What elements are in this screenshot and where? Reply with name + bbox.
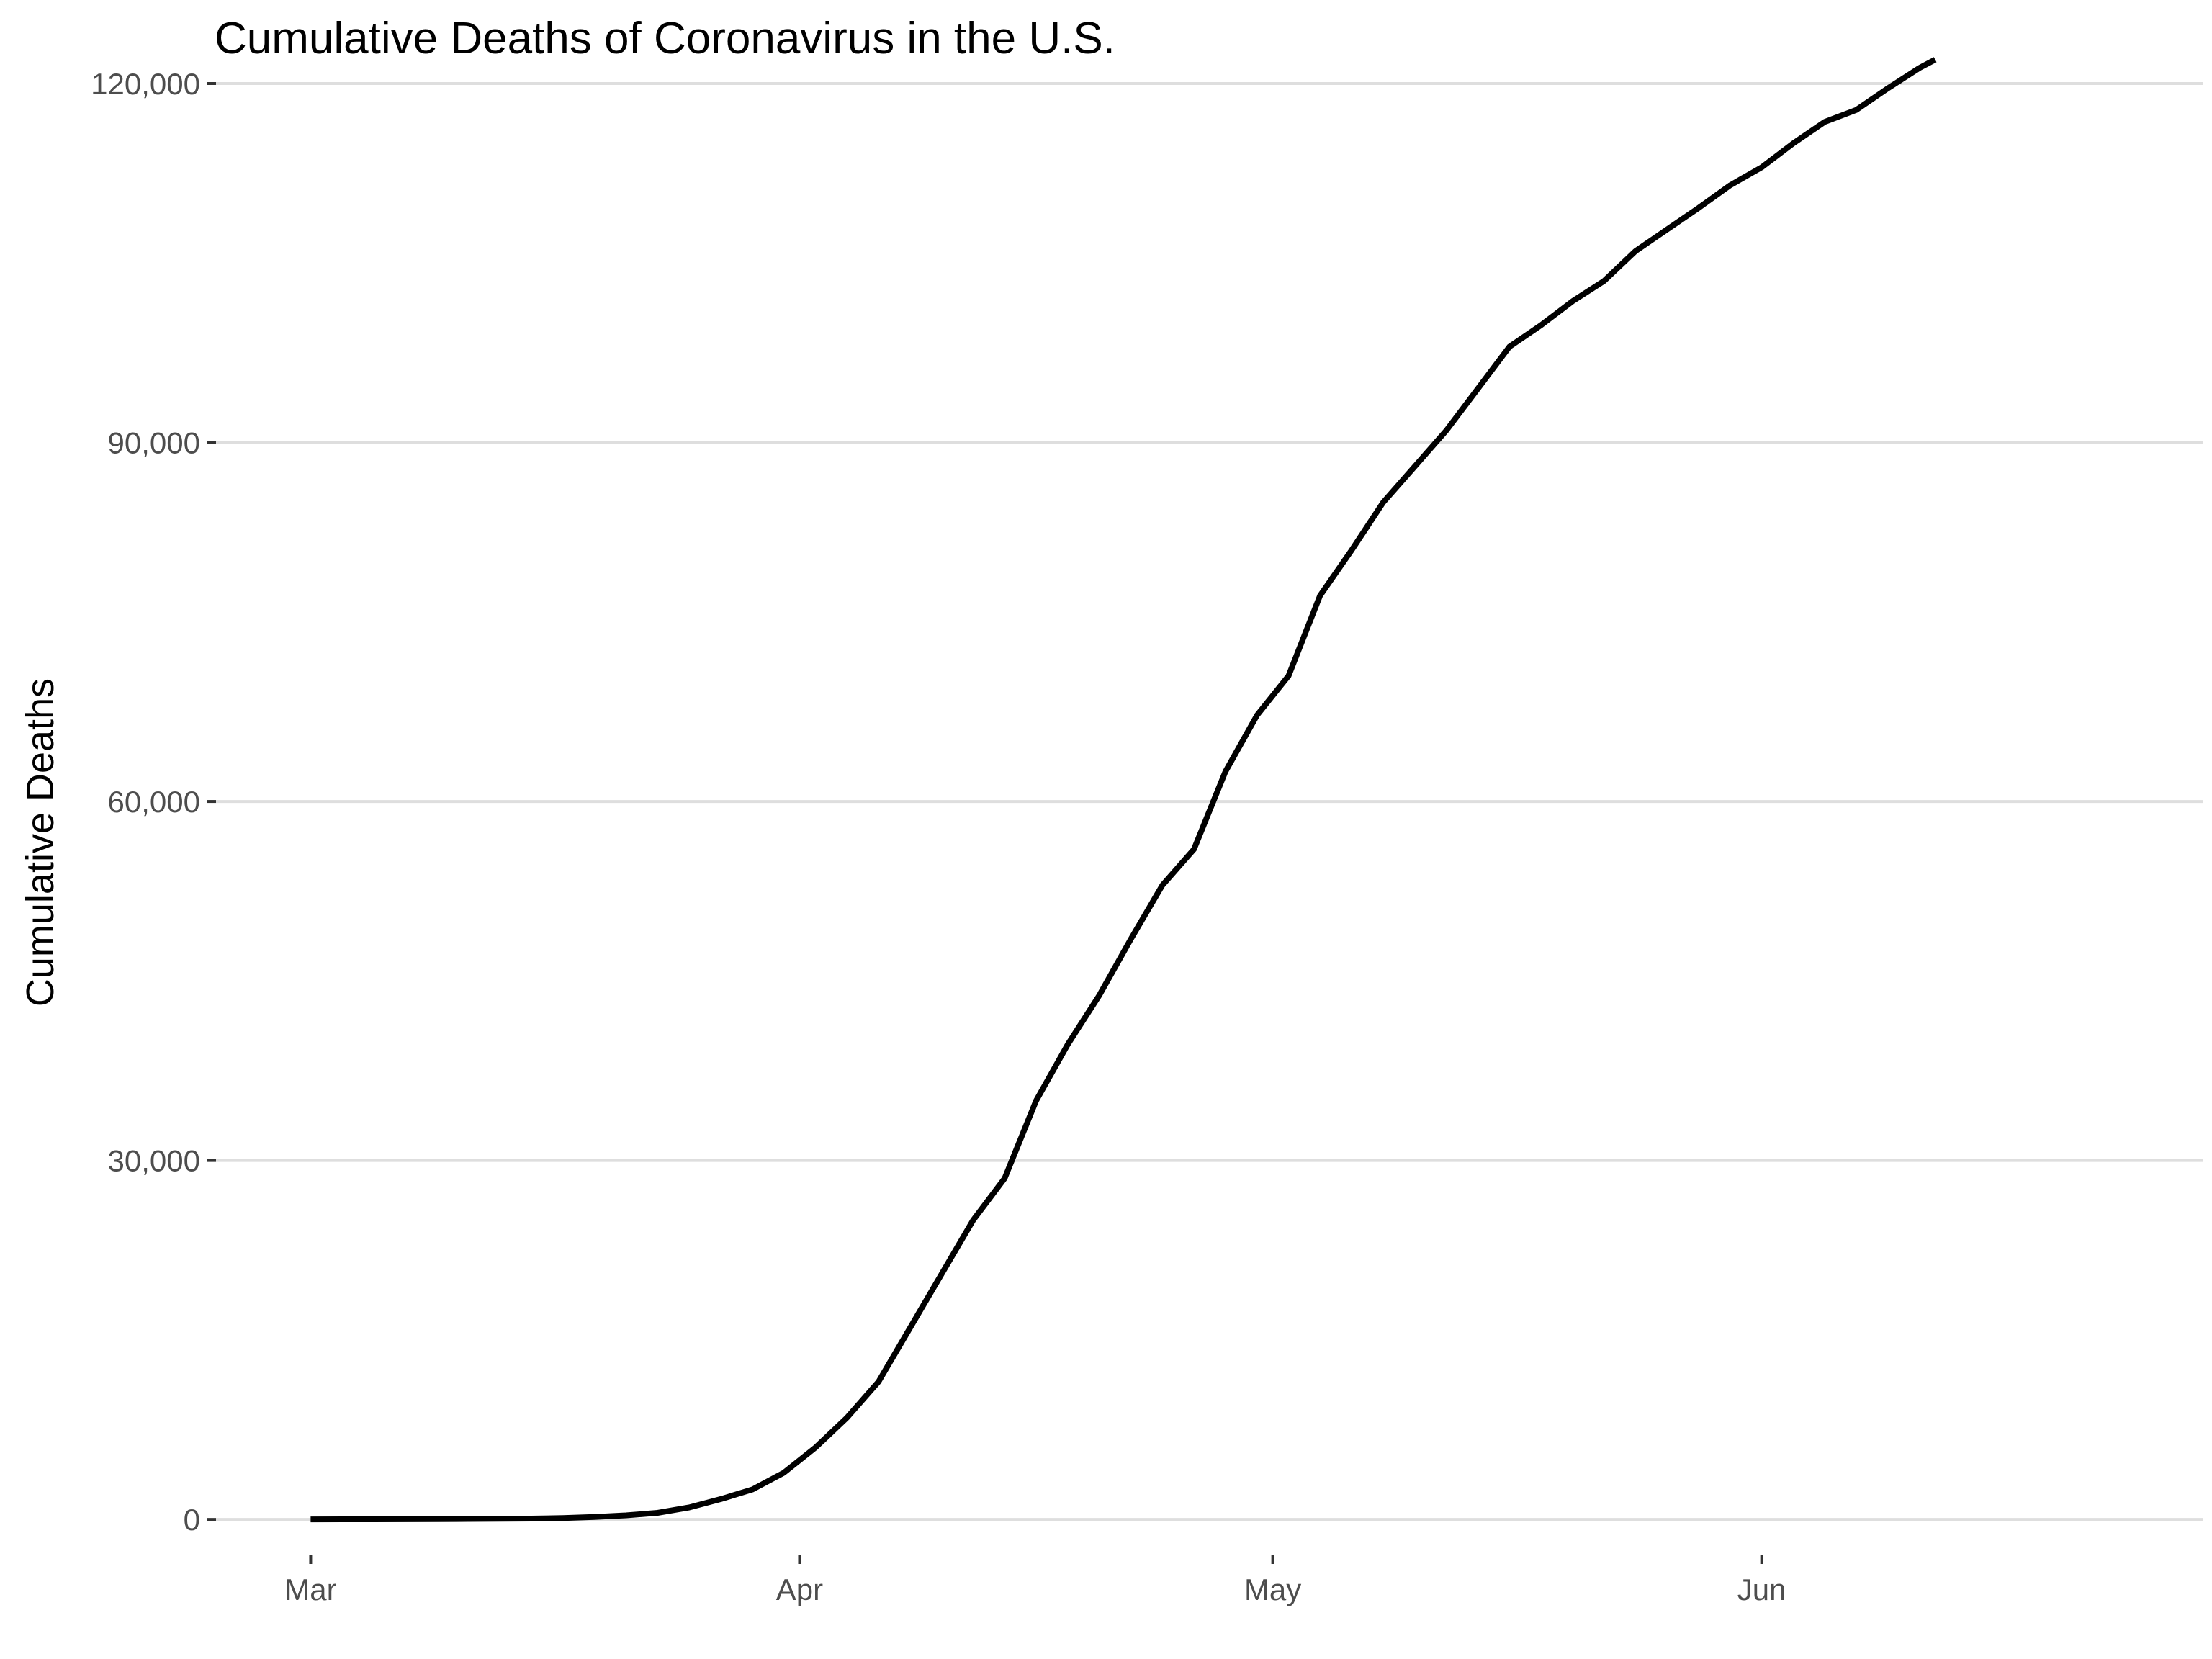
y-tick-label: 60,000 (108, 785, 200, 819)
y-tick-label: 30,000 (108, 1144, 200, 1178)
y-tick-label: 0 (184, 1503, 200, 1537)
x-tick-label: May (1244, 1573, 1301, 1606)
series-line (310, 57, 1937, 1523)
y-tick-label: 120,000 (91, 67, 200, 101)
y-tick-label: 90,000 (108, 426, 200, 460)
chart-title: Cumulative Deaths of Coronavirus in the … (215, 14, 1115, 63)
x-tick-label: Apr (776, 1573, 823, 1606)
x-tick-label: Mar (284, 1573, 336, 1606)
x-tick-label: Jun (1737, 1573, 1786, 1606)
